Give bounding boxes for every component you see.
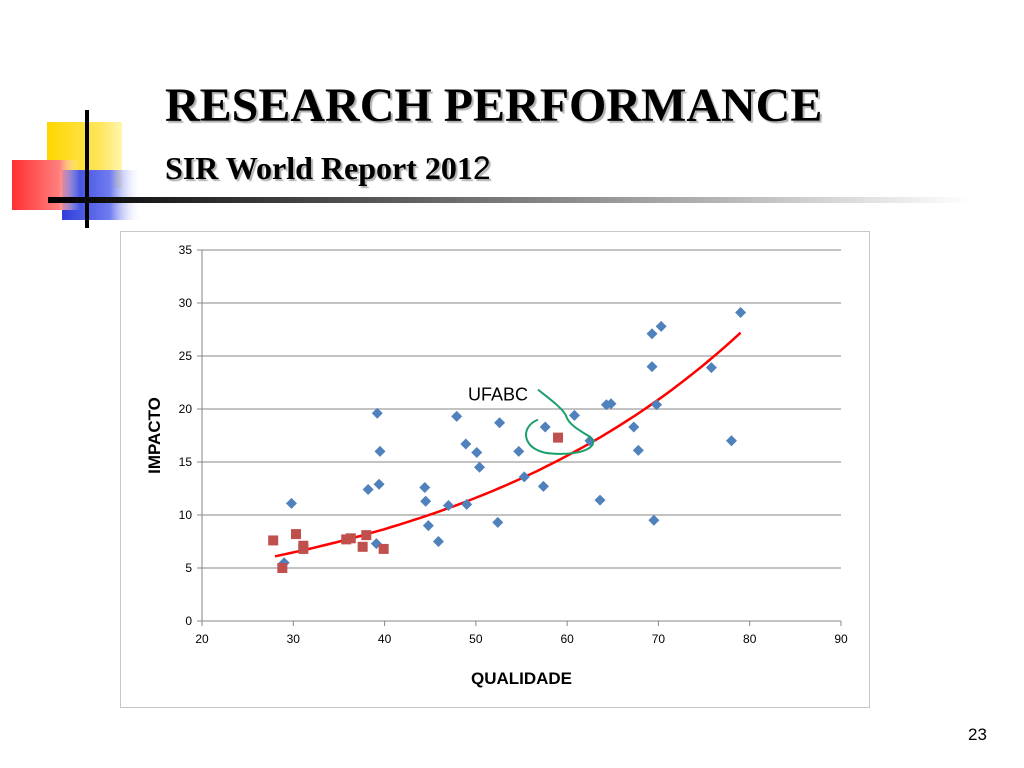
data-point-diamond bbox=[442, 499, 454, 511]
data-point-square bbox=[357, 541, 368, 552]
subtitle-main: SIR World Report 201 bbox=[165, 150, 473, 186]
title-divider bbox=[48, 197, 970, 203]
data-point-diamond bbox=[705, 362, 717, 374]
data-point-diamond bbox=[725, 435, 737, 447]
data-point-square bbox=[361, 530, 372, 541]
data-point-square bbox=[553, 432, 564, 443]
data-point-diamond bbox=[451, 410, 463, 422]
slide-title: RESEARCH PERFORMANCE bbox=[165, 79, 823, 132]
x-tick-label: 80 bbox=[743, 632, 757, 646]
data-point-diamond bbox=[568, 409, 580, 421]
data-point-square bbox=[291, 529, 302, 540]
y-tick-label: 35 bbox=[179, 243, 193, 257]
data-point-diamond bbox=[420, 495, 432, 507]
data-point-diamond bbox=[285, 497, 297, 509]
data-point-diamond bbox=[646, 328, 658, 340]
y-tick-label: 0 bbox=[185, 614, 192, 628]
x-tick-label: 70 bbox=[652, 632, 666, 646]
data-point-diamond bbox=[651, 399, 663, 411]
annotation-loop bbox=[525, 388, 595, 455]
y-tick-label: 30 bbox=[179, 296, 193, 310]
scatter-chart: 0 5 10 15 20 25 30 35 20 30 40 50 60 70 80 90 QUALIDADE I… bbox=[145, 243, 848, 688]
x-tick-label: 40 bbox=[378, 632, 392, 646]
data-point-square bbox=[298, 543, 309, 554]
annotation-label: UFABC bbox=[468, 385, 528, 405]
data-point-diamond bbox=[628, 421, 640, 433]
data-point-diamond bbox=[371, 407, 383, 419]
slide-subtitle: SIR World Report 2012 bbox=[165, 150, 491, 187]
data-point-diamond bbox=[539, 421, 551, 433]
data-point-diamond bbox=[518, 471, 530, 483]
data-point-diamond bbox=[474, 461, 486, 473]
data-point-diamond bbox=[460, 438, 472, 450]
data-point-square bbox=[268, 535, 279, 546]
data-point-diamond bbox=[494, 417, 506, 429]
data-point-diamond bbox=[362, 484, 374, 496]
chart-frame: 0 5 10 15 20 25 30 35 20 30 40 50 60 70 80 90 QUALIDADE I… bbox=[120, 231, 870, 708]
data-point-diamond bbox=[605, 398, 617, 410]
data-point-diamond bbox=[373, 478, 385, 490]
x-tick-label: 20 bbox=[195, 632, 209, 646]
data-point-square bbox=[277, 563, 288, 573]
y-tick-label: 25 bbox=[179, 349, 193, 363]
data-point-diamond bbox=[432, 536, 444, 547]
data-point-diamond bbox=[648, 514, 660, 526]
data-point-square bbox=[345, 533, 356, 544]
data-point-square bbox=[378, 543, 389, 554]
data-point-diamond bbox=[461, 498, 473, 510]
data-point-diamond bbox=[492, 516, 504, 528]
x-tick-label: 30 bbox=[287, 632, 301, 646]
x-axis-title: QUALIDADE bbox=[471, 669, 572, 688]
data-point-diamond bbox=[419, 481, 431, 493]
data-point-diamond bbox=[594, 494, 606, 506]
data-point-diamond bbox=[422, 520, 434, 532]
trendline bbox=[274, 331, 742, 558]
data-point-diamond bbox=[513, 445, 525, 457]
data-point-diamond bbox=[632, 444, 644, 456]
data-point-diamond bbox=[374, 445, 386, 457]
y-axis-title: IMPACTO bbox=[145, 397, 164, 474]
x-tick-label: 90 bbox=[834, 632, 848, 646]
y-tick-label: 15 bbox=[179, 455, 193, 469]
data-point-diamond bbox=[646, 361, 658, 373]
x-tick-label: 50 bbox=[469, 632, 483, 646]
y-tick-label: 10 bbox=[179, 508, 193, 522]
y-tick-label: 5 bbox=[185, 561, 192, 575]
page-number: 23 bbox=[968, 725, 987, 744]
data-point-diamond bbox=[600, 399, 612, 411]
data-point-diamond bbox=[735, 307, 747, 319]
decorative-blocks bbox=[12, 110, 142, 228]
subtitle-tail: 2 bbox=[472, 150, 491, 186]
data-point-diamond bbox=[471, 446, 483, 458]
y-tick-label: 20 bbox=[179, 402, 193, 416]
data-point-diamond bbox=[655, 320, 667, 332]
data-point-diamond bbox=[537, 480, 549, 492]
x-tick-label: 60 bbox=[560, 632, 574, 646]
